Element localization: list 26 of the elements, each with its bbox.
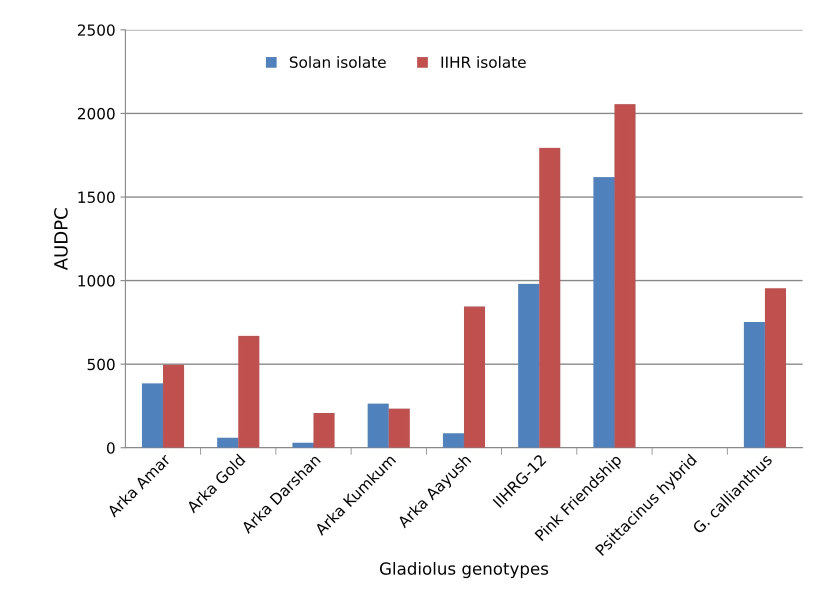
- y-tick-label: 2000: [78, 108, 115, 120]
- y-tick-label: 1500: [78, 191, 115, 204]
- bar: [614, 104, 636, 448]
- bar: [314, 412, 335, 448]
- y-tick-label: 0: [106, 442, 115, 454]
- y-tick-label: 500: [88, 358, 115, 370]
- bar: [764, 288, 786, 448]
- bar: [593, 177, 614, 448]
- bar: [238, 336, 260, 448]
- bar: [217, 438, 238, 448]
- bar: [163, 364, 184, 448]
- bar: [464, 306, 486, 448]
- bar: [292, 442, 314, 448]
- y-tick-label: 1000: [78, 275, 115, 287]
- y-axis-title: AUDPC: [54, 208, 68, 270]
- bar: [142, 383, 164, 448]
- y-tick-label: 2500: [78, 24, 115, 36]
- bar: [388, 408, 410, 448]
- legend-label: Solan isolate: [290, 56, 386, 68]
- bar: [518, 284, 540, 448]
- bar: [442, 433, 464, 448]
- bar: [744, 322, 765, 448]
- x-axis-title: Gladiolus genotypes: [380, 562, 548, 578]
- bar: [368, 404, 389, 448]
- bar: [539, 148, 560, 448]
- legend-label: IIHR isolate: [442, 56, 526, 68]
